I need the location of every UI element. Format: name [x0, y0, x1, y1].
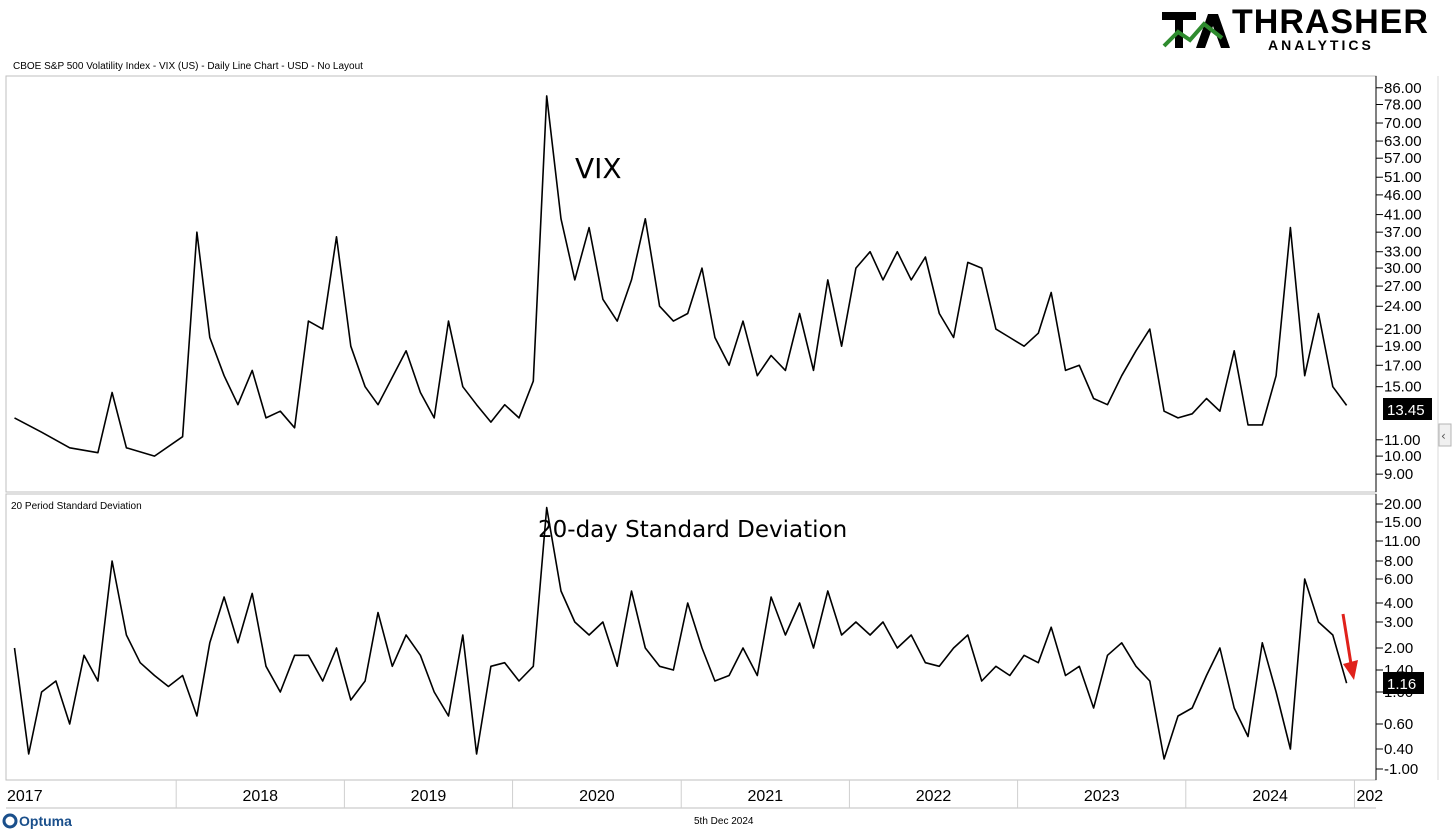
optuma-logo-icon	[2, 813, 18, 829]
std-last-value-badge: 1.16	[1383, 672, 1424, 694]
vix-y-tick-label: 33.00	[1384, 244, 1422, 261]
x-year-label: 2020	[579, 788, 615, 805]
std-y-tick-label: 2.00	[1384, 640, 1413, 657]
vix-last-value: 13.45	[1387, 402, 1425, 419]
vix-chart-caption: CBOE S&P 500 Volatility Index - VIX (US)…	[13, 61, 363, 72]
std-y-axis: 20.0015.0011.008.006.004.003.002.001.401…	[1375, 494, 1422, 780]
std-y-tick-label: 6.00	[1384, 571, 1413, 588]
std-y-tick-label: 15.00	[1384, 514, 1422, 531]
vix-y-tick-label: 19.00	[1384, 338, 1422, 355]
x-year-label: 2021	[748, 788, 784, 805]
vix-series-line	[14, 95, 1348, 457]
x-year-label: 2019	[411, 788, 447, 805]
std-y-tick-label: 20.00	[1384, 496, 1422, 513]
collapse-panel-button[interactable]: ‹	[1438, 423, 1452, 447]
down-arrow-icon	[1341, 613, 1358, 680]
std-series-line	[13, 506, 1348, 760]
x-year-label: 2023	[1084, 788, 1120, 805]
optuma-brand-text: Optuma	[19, 813, 72, 829]
chevron-left-icon: ‹	[1441, 429, 1446, 443]
vix-y-tick-label: 63.00	[1384, 133, 1422, 150]
vix-y-tick-label: 46.00	[1384, 187, 1422, 204]
std-y-tick-label: 0.60	[1384, 716, 1413, 733]
x-year-label: 202	[1356, 788, 1383, 805]
vix-y-tick-label: 21.00	[1384, 321, 1422, 338]
vix-y-tick-label: 30.00	[1384, 260, 1422, 277]
x-year-label: 2017	[7, 788, 43, 805]
vix-y-tick-label: 9.00	[1384, 466, 1413, 483]
std-y-tick-label: 3.00	[1384, 614, 1413, 631]
vix-y-tick-label: 57.00	[1384, 150, 1422, 167]
vix-y-tick-label: 37.00	[1384, 224, 1422, 241]
std-y-tick-label: 11.00	[1384, 533, 1420, 550]
std-annotation: 20-day Standard Deviation	[538, 517, 847, 543]
optuma-brand: Optuma	[2, 813, 72, 829]
std-last-value: 1.16	[1387, 676, 1416, 693]
vix-y-tick-label: 15.00	[1384, 379, 1422, 396]
std-y-tick-label: -1.00	[1384, 761, 1418, 778]
x-axis: 2017 2018 2019 2020 2021 2022 2023 2024 202	[6, 780, 1383, 809]
thrasher-logo: THRASHER ANALYTICS	[1162, 3, 1429, 53]
vix-y-tick-label: 24.00	[1384, 298, 1422, 315]
x-year-label: 2022	[916, 788, 952, 805]
vix-panel-frame	[5, 75, 1377, 493]
logo-main-text: THRASHER	[1232, 3, 1429, 41]
logo-sub-text: ANALYTICS	[1268, 37, 1374, 53]
x-year-label: 2024	[1252, 788, 1288, 805]
vix-y-tick-label: 86.00	[1384, 80, 1422, 97]
footer-date: 5th Dec 2024	[694, 816, 754, 827]
vix-y-tick-label: 11.00	[1384, 432, 1420, 449]
x-year-label: 2018	[242, 788, 278, 805]
vix-y-tick-label: 10.00	[1384, 448, 1422, 465]
vix-y-tick-label: 27.00	[1384, 278, 1422, 295]
vix-y-tick-label: 41.00	[1384, 207, 1422, 224]
vix-y-tick-label: 70.00	[1384, 115, 1422, 132]
logo-icon	[1162, 12, 1230, 48]
vix-y-tick-label: 78.00	[1384, 96, 1422, 113]
std-chart-caption: 20 Period Standard Deviation	[11, 501, 142, 512]
std-y-tick-label: 8.00	[1384, 553, 1413, 570]
std-y-tick-label: 0.40	[1384, 741, 1413, 758]
std-y-tick-label: 4.00	[1384, 595, 1413, 612]
vix-last-value-badge: 13.45	[1383, 398, 1432, 420]
vix-y-tick-label: 17.00	[1384, 357, 1422, 374]
vix-annotation: VIX	[575, 152, 622, 185]
vix-y-tick-label: 51.00	[1384, 169, 1422, 186]
